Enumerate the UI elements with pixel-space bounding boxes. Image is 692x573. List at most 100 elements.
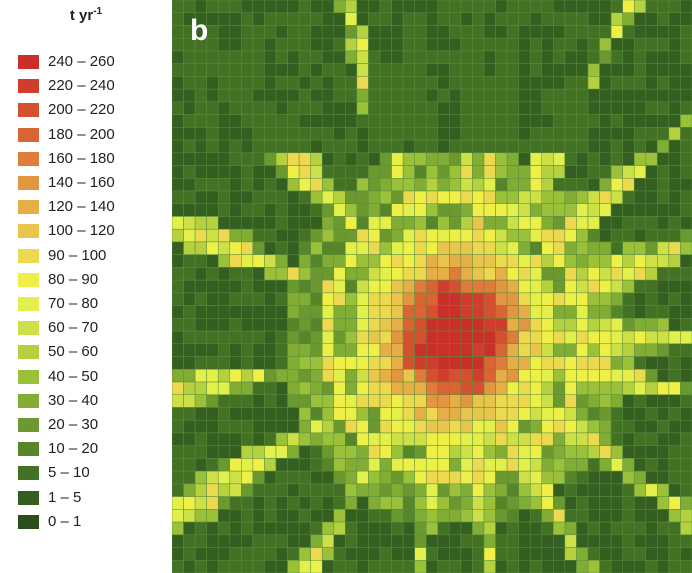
grid-cell xyxy=(194,203,207,217)
grid-cell xyxy=(241,139,254,154)
grid-cell xyxy=(587,318,600,332)
grid-cell xyxy=(298,419,311,434)
grid-cell xyxy=(449,101,462,115)
grid-cell xyxy=(345,0,358,13)
grid-cell xyxy=(472,279,485,294)
grid-cell xyxy=(379,63,392,77)
grid-cell xyxy=(241,343,254,357)
grid-cell xyxy=(298,267,311,281)
grid-cell xyxy=(564,483,577,497)
grid-cell xyxy=(194,216,207,230)
grid-cell xyxy=(610,292,623,306)
grid-cell xyxy=(264,419,277,434)
grid-cell xyxy=(541,88,554,103)
grid-cell xyxy=(391,0,404,13)
grid-cell xyxy=(449,139,462,154)
grid-cell xyxy=(310,254,323,268)
legend-swatch xyxy=(18,297,39,311)
grid-cell xyxy=(206,305,219,319)
grid-cell xyxy=(229,88,242,103)
grid-cell xyxy=(252,279,265,294)
grid-cell xyxy=(229,114,242,128)
grid-cell xyxy=(310,343,323,357)
grid-cell xyxy=(172,190,184,204)
grid-cell xyxy=(610,560,623,573)
grid-cell xyxy=(206,483,219,497)
grid-cell xyxy=(472,547,485,561)
grid-cell xyxy=(345,254,358,268)
grid-cell xyxy=(183,483,196,497)
grid-cell xyxy=(610,37,623,52)
grid-cell xyxy=(587,560,600,573)
grid-cell xyxy=(241,0,254,13)
grid-cell xyxy=(425,458,439,472)
grid-cell xyxy=(356,483,369,497)
grid-cell xyxy=(333,25,346,39)
grid-cell xyxy=(680,139,692,154)
grid-cell xyxy=(553,305,566,319)
grid-cell xyxy=(321,483,335,497)
grid-cell xyxy=(529,330,543,345)
grid-cell xyxy=(622,165,635,179)
grid-cell xyxy=(206,139,219,154)
grid-cell xyxy=(172,381,184,395)
grid-cell xyxy=(680,216,692,230)
grid-cell xyxy=(264,547,277,561)
grid-cell xyxy=(183,458,196,472)
grid-cell xyxy=(472,127,485,141)
grid-cell xyxy=(645,0,658,13)
grid-cell xyxy=(460,127,473,141)
grid-cell xyxy=(264,152,277,166)
grid-cell xyxy=(298,203,311,217)
grid-cell xyxy=(645,292,658,306)
grid-cell xyxy=(172,470,184,485)
grid-cell xyxy=(460,88,473,103)
grid-cell xyxy=(541,37,554,52)
grid-cell xyxy=(217,25,231,39)
grid-cell xyxy=(379,101,392,115)
grid-cell xyxy=(217,318,231,332)
grid-cell xyxy=(610,190,623,204)
grid-cell xyxy=(437,88,450,103)
grid-cell xyxy=(321,292,335,306)
grid-cell xyxy=(172,114,184,128)
grid-cell xyxy=(172,483,184,497)
grid-cell xyxy=(518,228,531,243)
grid-cell xyxy=(275,50,288,64)
grid-cell xyxy=(564,470,577,485)
grid-cell xyxy=(241,547,254,561)
grid-cell xyxy=(356,470,369,485)
grid-cell xyxy=(472,178,485,192)
grid-cell xyxy=(402,127,415,141)
grid-cell xyxy=(680,165,692,179)
grid-cell xyxy=(275,241,288,255)
grid-cell xyxy=(576,165,589,179)
grid-cell xyxy=(553,547,566,561)
grid-cell xyxy=(241,76,254,90)
grid-cell xyxy=(460,254,473,268)
grid-cell xyxy=(264,241,277,255)
grid-cell xyxy=(657,547,670,561)
grid-cell xyxy=(252,292,265,306)
grid-cell xyxy=(333,419,346,434)
grid-cell xyxy=(449,483,462,497)
grid-cell xyxy=(483,127,496,141)
grid-cell xyxy=(379,547,392,561)
grid-cell xyxy=(206,241,219,255)
grid-cell xyxy=(610,369,623,383)
grid-cell xyxy=(553,369,566,383)
grid-cell xyxy=(599,496,612,510)
grid-cell xyxy=(587,356,600,370)
grid-cell xyxy=(206,407,219,421)
grid-cell xyxy=(495,254,508,268)
grid-cell xyxy=(622,292,635,306)
grid-cell xyxy=(391,127,404,141)
grid-cell xyxy=(298,228,311,243)
grid-cell xyxy=(333,0,346,13)
grid-cell xyxy=(310,560,323,573)
grid-cell xyxy=(622,432,635,446)
grid-cell xyxy=(194,534,207,548)
grid-cell xyxy=(506,318,519,332)
grid-cell xyxy=(368,37,381,52)
grid-cell xyxy=(287,292,300,306)
